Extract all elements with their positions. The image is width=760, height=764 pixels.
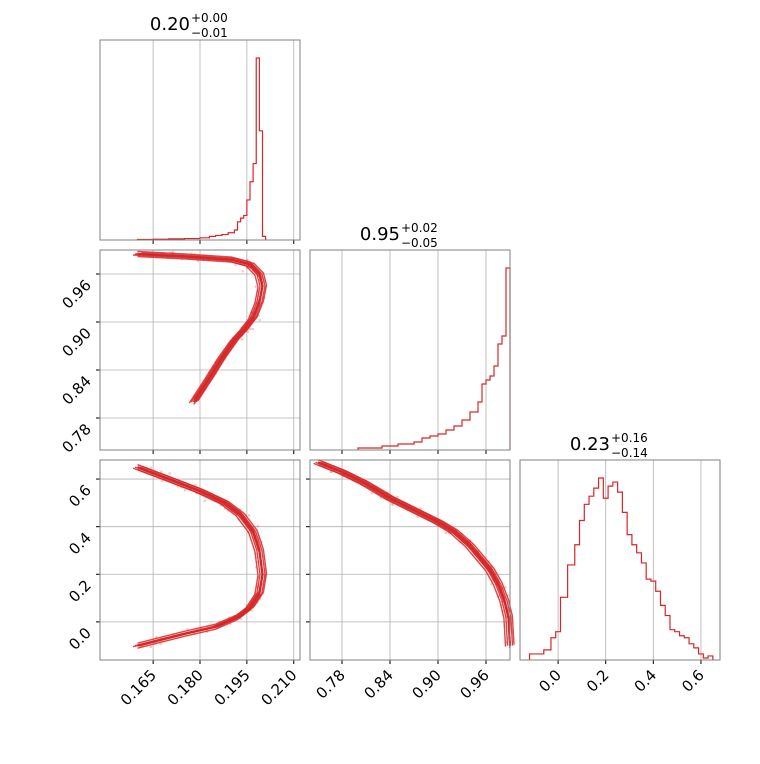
sample-point: [159, 642, 163, 646]
contour-line: [137, 250, 264, 400]
panel-title-upper-error: +0.16: [611, 431, 648, 445]
contour-line: [320, 461, 514, 646]
sample-point: [246, 330, 250, 334]
sample-point: [396, 495, 399, 499]
panel-title-upper-error: +0.00: [191, 11, 228, 25]
tick-label-y: 0.84: [58, 372, 94, 408]
tick-label-x: 0.78: [312, 666, 348, 702]
panel-scatter-p1-vs-p0: 0.78 0.84 0.90 0.96: [58, 249, 301, 456]
sample-point: [256, 524, 260, 528]
sample-point: [234, 263, 237, 267]
histogram-step-hist-p2: [528, 477, 714, 660]
tick-label-x: 0.2: [583, 666, 613, 696]
contour-line: [132, 467, 259, 648]
tick-label-x: 0.6: [678, 666, 708, 696]
tick-label-y: 0.96: [58, 276, 94, 312]
panel-title-upper-error: +0.02: [401, 221, 438, 235]
axes-frame: [309, 459, 511, 661]
histogram-step-hist-p0: [136, 57, 267, 241]
tick-label-x: 0.96: [456, 666, 492, 702]
sample-point: [370, 491, 373, 495]
tick-label-y: 0.2: [65, 576, 95, 606]
panel-hist-p2: 0.0 0.2 0.4 0.6 0.23 +0.16−0.14: [519, 431, 721, 696]
tick-label-x: 0.210: [257, 666, 300, 709]
sample-point: [183, 488, 187, 492]
panel-title-value: 0.23: [570, 434, 610, 455]
axes-frame: [99, 39, 301, 241]
axes-frame: [309, 249, 511, 451]
contour-line: [317, 464, 511, 649]
sample-point: [168, 472, 172, 475]
sample-point: [240, 337, 244, 341]
sample-point: [504, 585, 507, 589]
sample-point: [258, 318, 262, 322]
sample-point: [391, 503, 395, 507]
sample-point: [241, 269, 245, 273]
tick-label-x: 0.180: [164, 666, 207, 709]
contour-line: [317, 461, 512, 646]
sample-point: [329, 470, 333, 474]
tick-label-y: 0.78: [58, 420, 94, 456]
tick-label-x: 0.90: [408, 666, 444, 702]
axes-frame: [519, 459, 721, 661]
contour-line: [141, 465, 268, 646]
contour-line: [317, 459, 511, 644]
tick-label-y: 0.6: [65, 481, 95, 511]
panel-title-lower-error: −0.05: [401, 236, 438, 250]
panel-hist-p0: 0.20 +0.00−0.01: [99, 11, 301, 244]
tick-label-y: 0.0: [65, 624, 95, 654]
histogram-step-hist-p1: [357, 267, 511, 450]
contour-line: [132, 254, 259, 404]
panel-scatter-p2-vs-p0: 0.165 0.180 0.195 0.210 0.0 0.2 0.4 0.6: [65, 459, 301, 709]
sample-point: [247, 514, 251, 517]
panel-scatter-p2-vs-p1: 0.78 0.84 0.90 0.96: [306, 459, 515, 702]
sample-point: [251, 327, 254, 331]
panel-title-lower-error: −0.01: [191, 26, 228, 40]
sample-point: [444, 531, 448, 535]
sample-point: [149, 466, 153, 470]
tick-label-y: 0.90: [58, 324, 94, 360]
tick-label-y: 0.4: [65, 529, 95, 559]
panel-title-value: 0.20: [150, 14, 190, 35]
sample-point: [416, 515, 419, 519]
panel-title-lower-error: −0.14: [611, 446, 648, 460]
sample-point: [248, 327, 252, 331]
sample-point: [254, 285, 257, 288]
tick-label-x: 0.165: [117, 666, 160, 709]
panel-hist-p1: 0.95 +0.02−0.05: [309, 221, 511, 454]
sample-point: [203, 499, 207, 503]
contour-line: [313, 462, 507, 647]
tick-label-x: 0.195: [211, 666, 254, 709]
contour-line: [141, 252, 268, 402]
axes-frame: [99, 249, 301, 451]
sample-point: [149, 645, 153, 649]
sample-point: [160, 470, 163, 474]
axes-frame: [99, 459, 301, 661]
tick-label-x: 0.4: [631, 666, 661, 696]
contour-line: [321, 460, 515, 645]
tick-label-x: 0.0: [535, 666, 565, 696]
panel-title-value: 0.95: [360, 224, 400, 245]
tick-label-x: 0.84: [360, 666, 396, 702]
